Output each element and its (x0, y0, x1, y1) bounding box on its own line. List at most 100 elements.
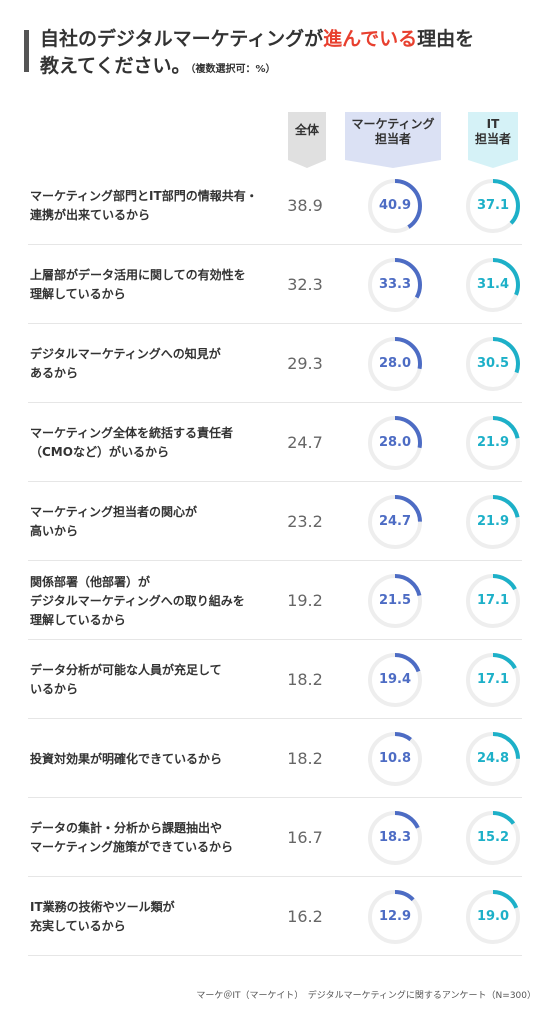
row-label: マーケティング担当者の関心が 高いから (30, 503, 285, 541)
gauge-arc-mkt-1 (368, 258, 422, 312)
total-value: 29.3 (287, 354, 323, 373)
row-divider (28, 560, 522, 561)
gauge-ring (466, 416, 520, 470)
row-label-line: デジタルマーケティングへの知見が (30, 347, 221, 361)
gauge-value-mkt: 19.4 (378, 672, 412, 687)
total-value: 24.7 (287, 433, 323, 452)
gauge-arc-it-8 (466, 811, 520, 865)
gauge-ring (466, 811, 520, 865)
table-row: データの集計・分析から課題抽出や マーケティング施策ができているから 16.7 18.… (0, 799, 550, 877)
gauge-arc-it-7 (466, 732, 520, 786)
row-label-line: あるから (30, 366, 79, 380)
title-line-1: 自社のデジタルマーケティングが進んでいる理由を (40, 26, 540, 53)
row-label: 関係部署（他部署）が デジタルマーケティングへの取り組みを 理解しているから (30, 573, 285, 630)
gauge-it: 17.1 (464, 651, 522, 709)
source-footer: マーケ＠IT（マーケイト） デジタルマーケティングに関するアンケート（N=300… (196, 991, 536, 1001)
gauge-ring (368, 416, 422, 470)
gauge-arc-it-1 (466, 258, 520, 312)
gauge-mkt: 33.3 (366, 256, 424, 314)
gauge-value-it: 21.9 (476, 435, 510, 450)
gauge-it: 31.4 (464, 256, 522, 314)
gauge-it: 37.1 (464, 177, 522, 235)
row-label: マーケティング全体を統括する責任者 （CMOなど）がいるから (30, 424, 285, 462)
gauge-value-mkt: 28.0 (378, 435, 412, 450)
table-row: デジタルマーケティングへの知見が あるから 29.3 28.0 30.5 (0, 325, 550, 403)
row-label: 上層部がデータ活用に関しての有効性を 理解しているから (30, 266, 285, 304)
gauge-value-mkt: 21.5 (378, 593, 412, 608)
gauge-value-it: 37.1 (476, 198, 510, 213)
gauge-value-mkt: 24.7 (378, 514, 412, 529)
gauge-arc-mkt-4 (368, 495, 422, 549)
column-header-marketing: マーケティング 担当者 (345, 112, 441, 160)
gauge-arc-mkt-8 (368, 811, 422, 865)
gauge-ring (466, 653, 520, 707)
gauge-it: 17.1 (464, 572, 522, 630)
row-divider (28, 481, 522, 482)
title-text-line2: 教えてください。 (40, 55, 191, 77)
gauge-value-mkt: 33.3 (378, 277, 412, 292)
gauge-value-it: 17.1 (476, 672, 510, 687)
gauge-arc-it-4 (466, 495, 520, 549)
gauge-value-mkt: 28.0 (378, 356, 412, 371)
table-row: マーケティング部門とIT部門の情報共有・ 連携が出来ているから 38.9 40.9 37… (0, 167, 550, 245)
gauge-mkt: 21.5 (366, 572, 424, 630)
row-divider (28, 639, 522, 640)
table-row: 上層部がデータ活用に関しての有効性を 理解しているから 32.3 33.3 31.4 (0, 246, 550, 324)
total-value: 16.7 (287, 828, 323, 847)
gauge-it: 21.9 (464, 493, 522, 551)
row-divider (28, 402, 522, 403)
row-label-line: いるから (30, 682, 79, 696)
table-row: IT業務の技術やツール類が 充実しているから 16.2 12.9 19.0 (0, 878, 550, 956)
row-label-line: 高いから (30, 524, 79, 538)
row-label-line: 理解しているから (30, 612, 126, 627)
gauge-ring (368, 258, 422, 312)
gauge-it: 30.5 (464, 335, 522, 393)
row-label-line: 上層部がデータ活用に関しての有効性を (30, 268, 246, 282)
row-label-line: 充実しているから (30, 919, 126, 933)
gauge-arc-it-2 (466, 337, 520, 391)
column-header-total-arrow (288, 160, 326, 168)
gauge-value-it: 24.8 (476, 751, 510, 766)
title-line-2: 教えてください。（複数選択可：%） (40, 53, 540, 83)
title-accent-bar (24, 30, 29, 72)
gauge-arc-it-3 (466, 416, 520, 470)
gauge-value-it: 31.4 (476, 277, 510, 292)
gauge-it: 24.8 (464, 730, 522, 788)
gauge-ring (466, 258, 520, 312)
row-label-line: データ分析が可能な人員が充足して (30, 663, 222, 677)
gauge-mkt: 24.7 (366, 493, 424, 551)
row-label: デジタルマーケティングへの知見が あるから (30, 345, 285, 383)
page-title: 自社のデジタルマーケティングが進んでいる理由を 教えてください。（複数選択可：%… (40, 26, 540, 83)
gauge-arc-mkt-6 (368, 653, 422, 707)
row-label-line: 投資対効果が明確化できているから (30, 751, 223, 766)
row-divider (28, 876, 522, 877)
row-label-line: マーケティング施策ができているから (30, 840, 234, 854)
gauge-ring (466, 179, 520, 233)
gauge-arc-it-0 (466, 179, 520, 233)
row-label: マーケティング部門とIT部門の情報共有・ 連携が出来ているから (30, 187, 285, 225)
gauge-mkt: 10.8 (366, 730, 424, 788)
gauge-it: 19.0 (464, 888, 522, 946)
total-value: 23.2 (287, 512, 323, 531)
title-text-pre: 自社のデジタルマーケティングが (40, 28, 324, 50)
title-text-post: 理由を (417, 28, 475, 50)
gauge-it: 15.2 (464, 809, 522, 867)
row-label: 投資対効果が明確化できているから (30, 750, 285, 769)
gauge-mkt: 28.0 (366, 335, 424, 393)
gauge-value-mkt: 40.9 (378, 198, 412, 213)
gauge-ring (368, 811, 422, 865)
row-label-line: マーケティング部門とIT部門の情報共有・ (30, 189, 258, 203)
gauge-ring (466, 732, 520, 786)
column-header-marketing-line1: マーケティング (351, 117, 435, 131)
table-row: 投資対効果が明確化できているから 18.2 10.8 24.8 (0, 720, 550, 798)
gauge-ring (368, 890, 422, 944)
column-header-total-label: 全体 (294, 123, 319, 137)
gauge-ring (368, 495, 422, 549)
row-label-line: マーケティング担当者の関心が (30, 505, 198, 519)
gauge-value-it: 21.9 (476, 514, 510, 529)
gauge-arc-mkt-3 (368, 416, 422, 470)
title-highlight: 進んでいる (323, 28, 418, 50)
gauge-arc-it-6 (466, 653, 520, 707)
gauge-value-it: 30.5 (476, 356, 510, 371)
row-divider (28, 244, 522, 245)
